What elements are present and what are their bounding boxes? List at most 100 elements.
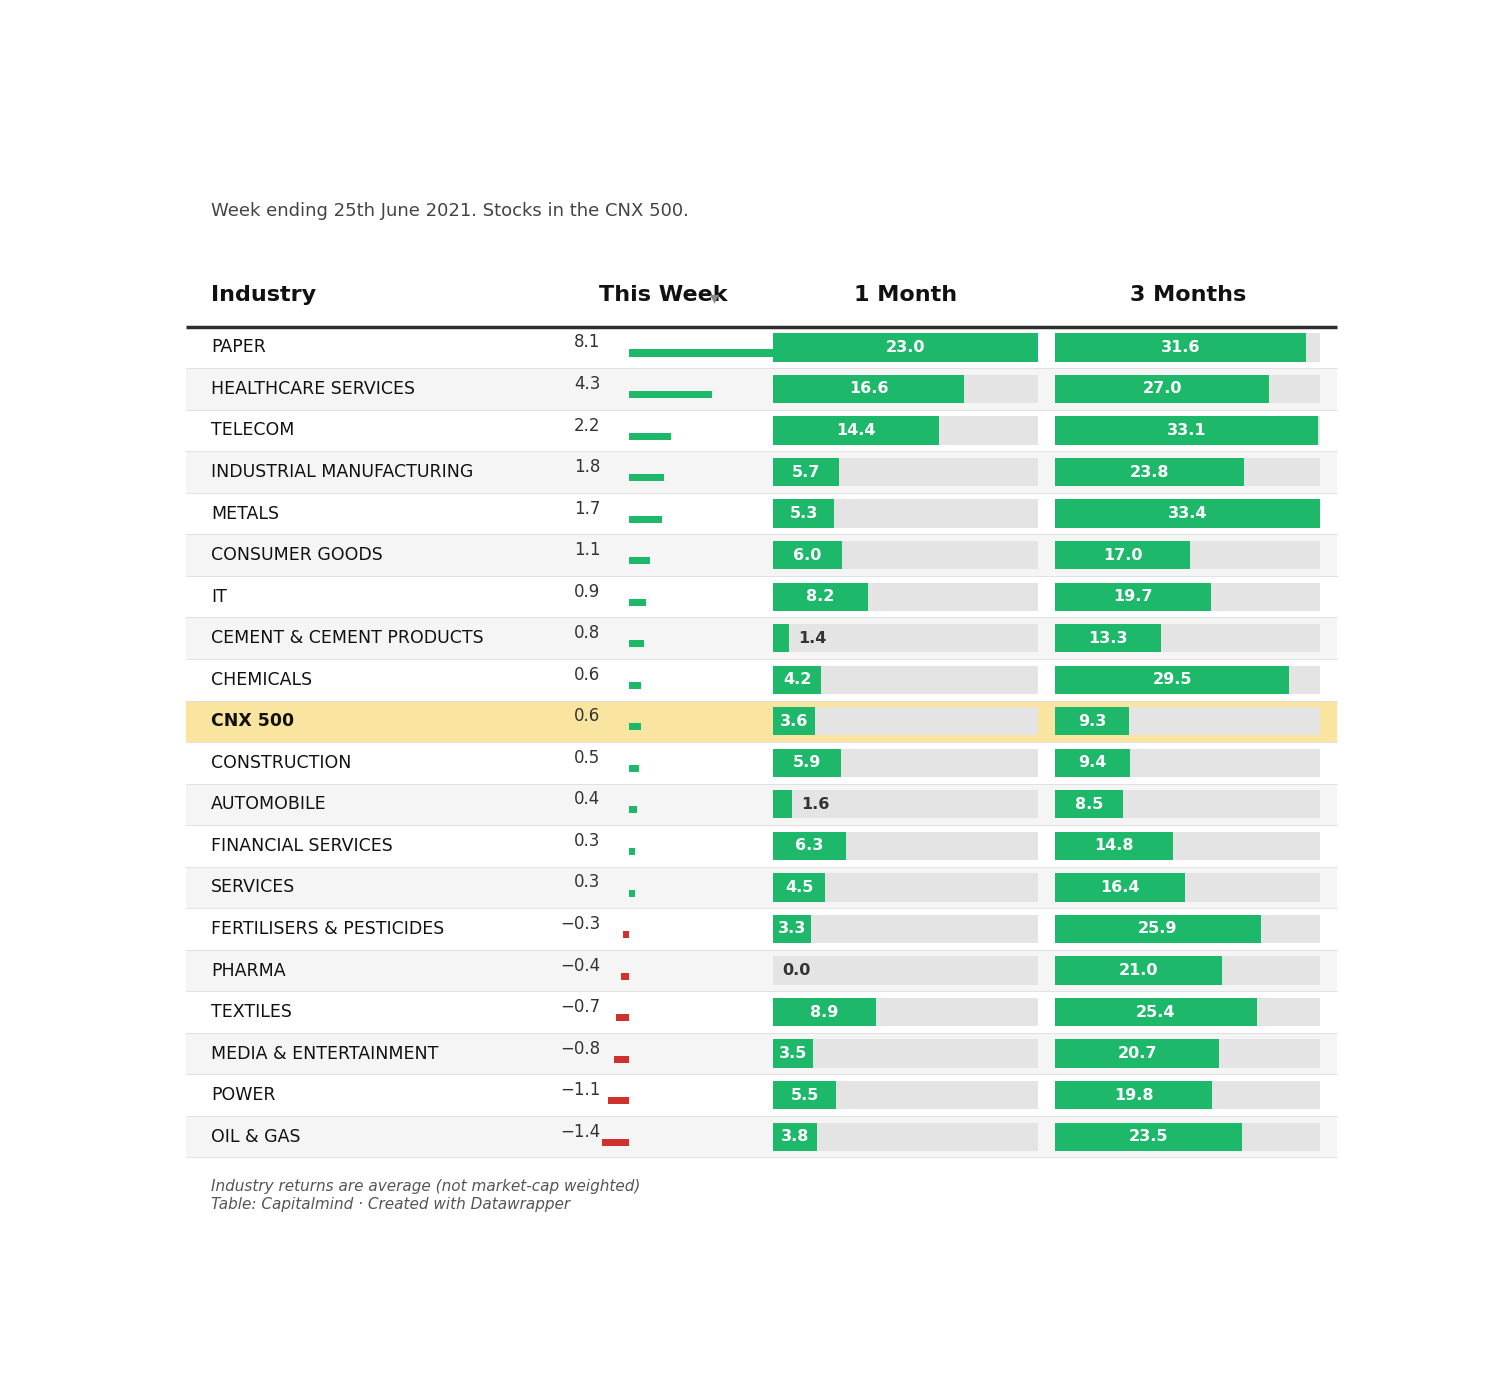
Bar xyxy=(1055,832,1320,860)
Bar xyxy=(773,666,1037,695)
Text: −0.3: −0.3 xyxy=(560,915,600,933)
Text: METALS: METALS xyxy=(211,504,279,522)
Bar xyxy=(773,1039,1037,1068)
Bar xyxy=(186,368,1337,409)
Bar xyxy=(629,723,640,730)
Text: POWER: POWER xyxy=(211,1086,275,1104)
Bar xyxy=(186,576,1337,617)
Text: IT: IT xyxy=(211,587,227,606)
Text: 8.2: 8.2 xyxy=(805,590,835,604)
Bar xyxy=(1055,624,1161,652)
Text: 6.0: 6.0 xyxy=(794,547,822,562)
Bar xyxy=(1055,748,1129,777)
Bar xyxy=(608,1097,629,1104)
Text: 31.6: 31.6 xyxy=(1161,340,1201,356)
Bar xyxy=(629,682,640,689)
Bar xyxy=(1055,542,1320,569)
Bar xyxy=(1055,457,1244,486)
Text: −1.4: −1.4 xyxy=(560,1123,600,1141)
Text: 3.3: 3.3 xyxy=(777,922,807,937)
Bar xyxy=(629,515,661,522)
Text: 3.6: 3.6 xyxy=(780,714,808,729)
Bar xyxy=(1055,624,1320,652)
Text: −0.7: −0.7 xyxy=(560,998,600,1016)
Text: INDUSTRIAL MANUFACTURING: INDUSTRIAL MANUFACTURING xyxy=(211,463,474,481)
Bar xyxy=(186,700,1337,741)
Bar xyxy=(1055,874,1186,901)
Bar xyxy=(773,624,789,652)
Bar xyxy=(1055,375,1269,404)
Bar xyxy=(773,748,841,777)
Bar xyxy=(773,832,846,860)
Text: 6.3: 6.3 xyxy=(795,838,823,853)
Bar xyxy=(1055,874,1320,901)
Bar xyxy=(1055,1080,1320,1109)
Text: Week ending 25th June 2021. Stocks in the CNX 500.: Week ending 25th June 2021. Stocks in th… xyxy=(211,203,690,220)
Bar xyxy=(186,1034,1337,1075)
Bar xyxy=(1055,416,1318,445)
Bar xyxy=(186,784,1337,825)
Bar xyxy=(629,474,664,481)
Text: −0.8: −0.8 xyxy=(560,1039,600,1057)
Text: 14.8: 14.8 xyxy=(1094,838,1134,853)
Bar xyxy=(773,915,811,943)
Text: 9.4: 9.4 xyxy=(1079,755,1107,770)
Bar xyxy=(773,333,1037,361)
Text: FERTILISERS & PESTICIDES: FERTILISERS & PESTICIDES xyxy=(211,921,444,938)
Bar xyxy=(773,542,1037,569)
Text: 14.4: 14.4 xyxy=(837,423,875,438)
Bar xyxy=(773,583,1037,610)
Bar xyxy=(773,375,1037,404)
Text: 8.1: 8.1 xyxy=(574,333,600,351)
Text: AUTOMOBILE: AUTOMOBILE xyxy=(211,795,327,813)
Bar xyxy=(773,1039,813,1068)
Text: FINANCIAL SERVICES: FINANCIAL SERVICES xyxy=(211,836,392,854)
Text: 27.0: 27.0 xyxy=(1143,382,1181,397)
Bar xyxy=(629,433,672,440)
Text: CHEMICALS: CHEMICALS xyxy=(211,671,312,689)
Text: Industry: Industry xyxy=(211,285,317,305)
Bar xyxy=(1055,998,1320,1027)
Bar xyxy=(773,790,1037,819)
Text: 23.0: 23.0 xyxy=(886,340,926,356)
Text: 29.5: 29.5 xyxy=(1153,672,1192,688)
Text: 5.7: 5.7 xyxy=(792,464,820,480)
Bar xyxy=(773,416,1037,445)
Bar xyxy=(1055,915,1320,943)
Text: 4.2: 4.2 xyxy=(783,672,811,688)
Bar xyxy=(773,333,1037,361)
Bar xyxy=(1055,583,1211,610)
Text: TEXTILES: TEXTILES xyxy=(211,1003,291,1021)
Text: PHARMA: PHARMA xyxy=(211,962,285,980)
Bar xyxy=(773,416,939,445)
Bar xyxy=(1055,666,1320,695)
Bar xyxy=(602,1138,629,1146)
Bar xyxy=(1055,1123,1320,1151)
Bar xyxy=(773,542,843,569)
Text: 33.1: 33.1 xyxy=(1167,423,1207,438)
Bar xyxy=(629,847,635,854)
Bar xyxy=(614,1056,629,1062)
Bar xyxy=(629,598,646,606)
Text: 0.3: 0.3 xyxy=(574,832,600,850)
Text: 5.5: 5.5 xyxy=(791,1087,819,1102)
Text: 17.0: 17.0 xyxy=(1103,547,1143,562)
Text: 0.5: 0.5 xyxy=(574,748,600,766)
Bar xyxy=(773,874,825,901)
Bar xyxy=(629,890,635,897)
Bar xyxy=(773,1080,1037,1109)
Text: 1.6: 1.6 xyxy=(801,796,829,812)
Bar xyxy=(615,1014,629,1021)
Bar xyxy=(629,350,785,357)
Bar xyxy=(1055,416,1320,445)
Bar xyxy=(773,874,1037,901)
Bar xyxy=(773,998,875,1027)
Bar xyxy=(773,666,822,695)
Text: 0.0: 0.0 xyxy=(782,963,811,978)
Bar xyxy=(624,932,629,938)
Bar xyxy=(1055,832,1172,860)
Bar xyxy=(186,535,1337,576)
Text: 20.7: 20.7 xyxy=(1117,1046,1158,1061)
Bar xyxy=(186,825,1337,867)
Text: 16.6: 16.6 xyxy=(849,382,889,397)
